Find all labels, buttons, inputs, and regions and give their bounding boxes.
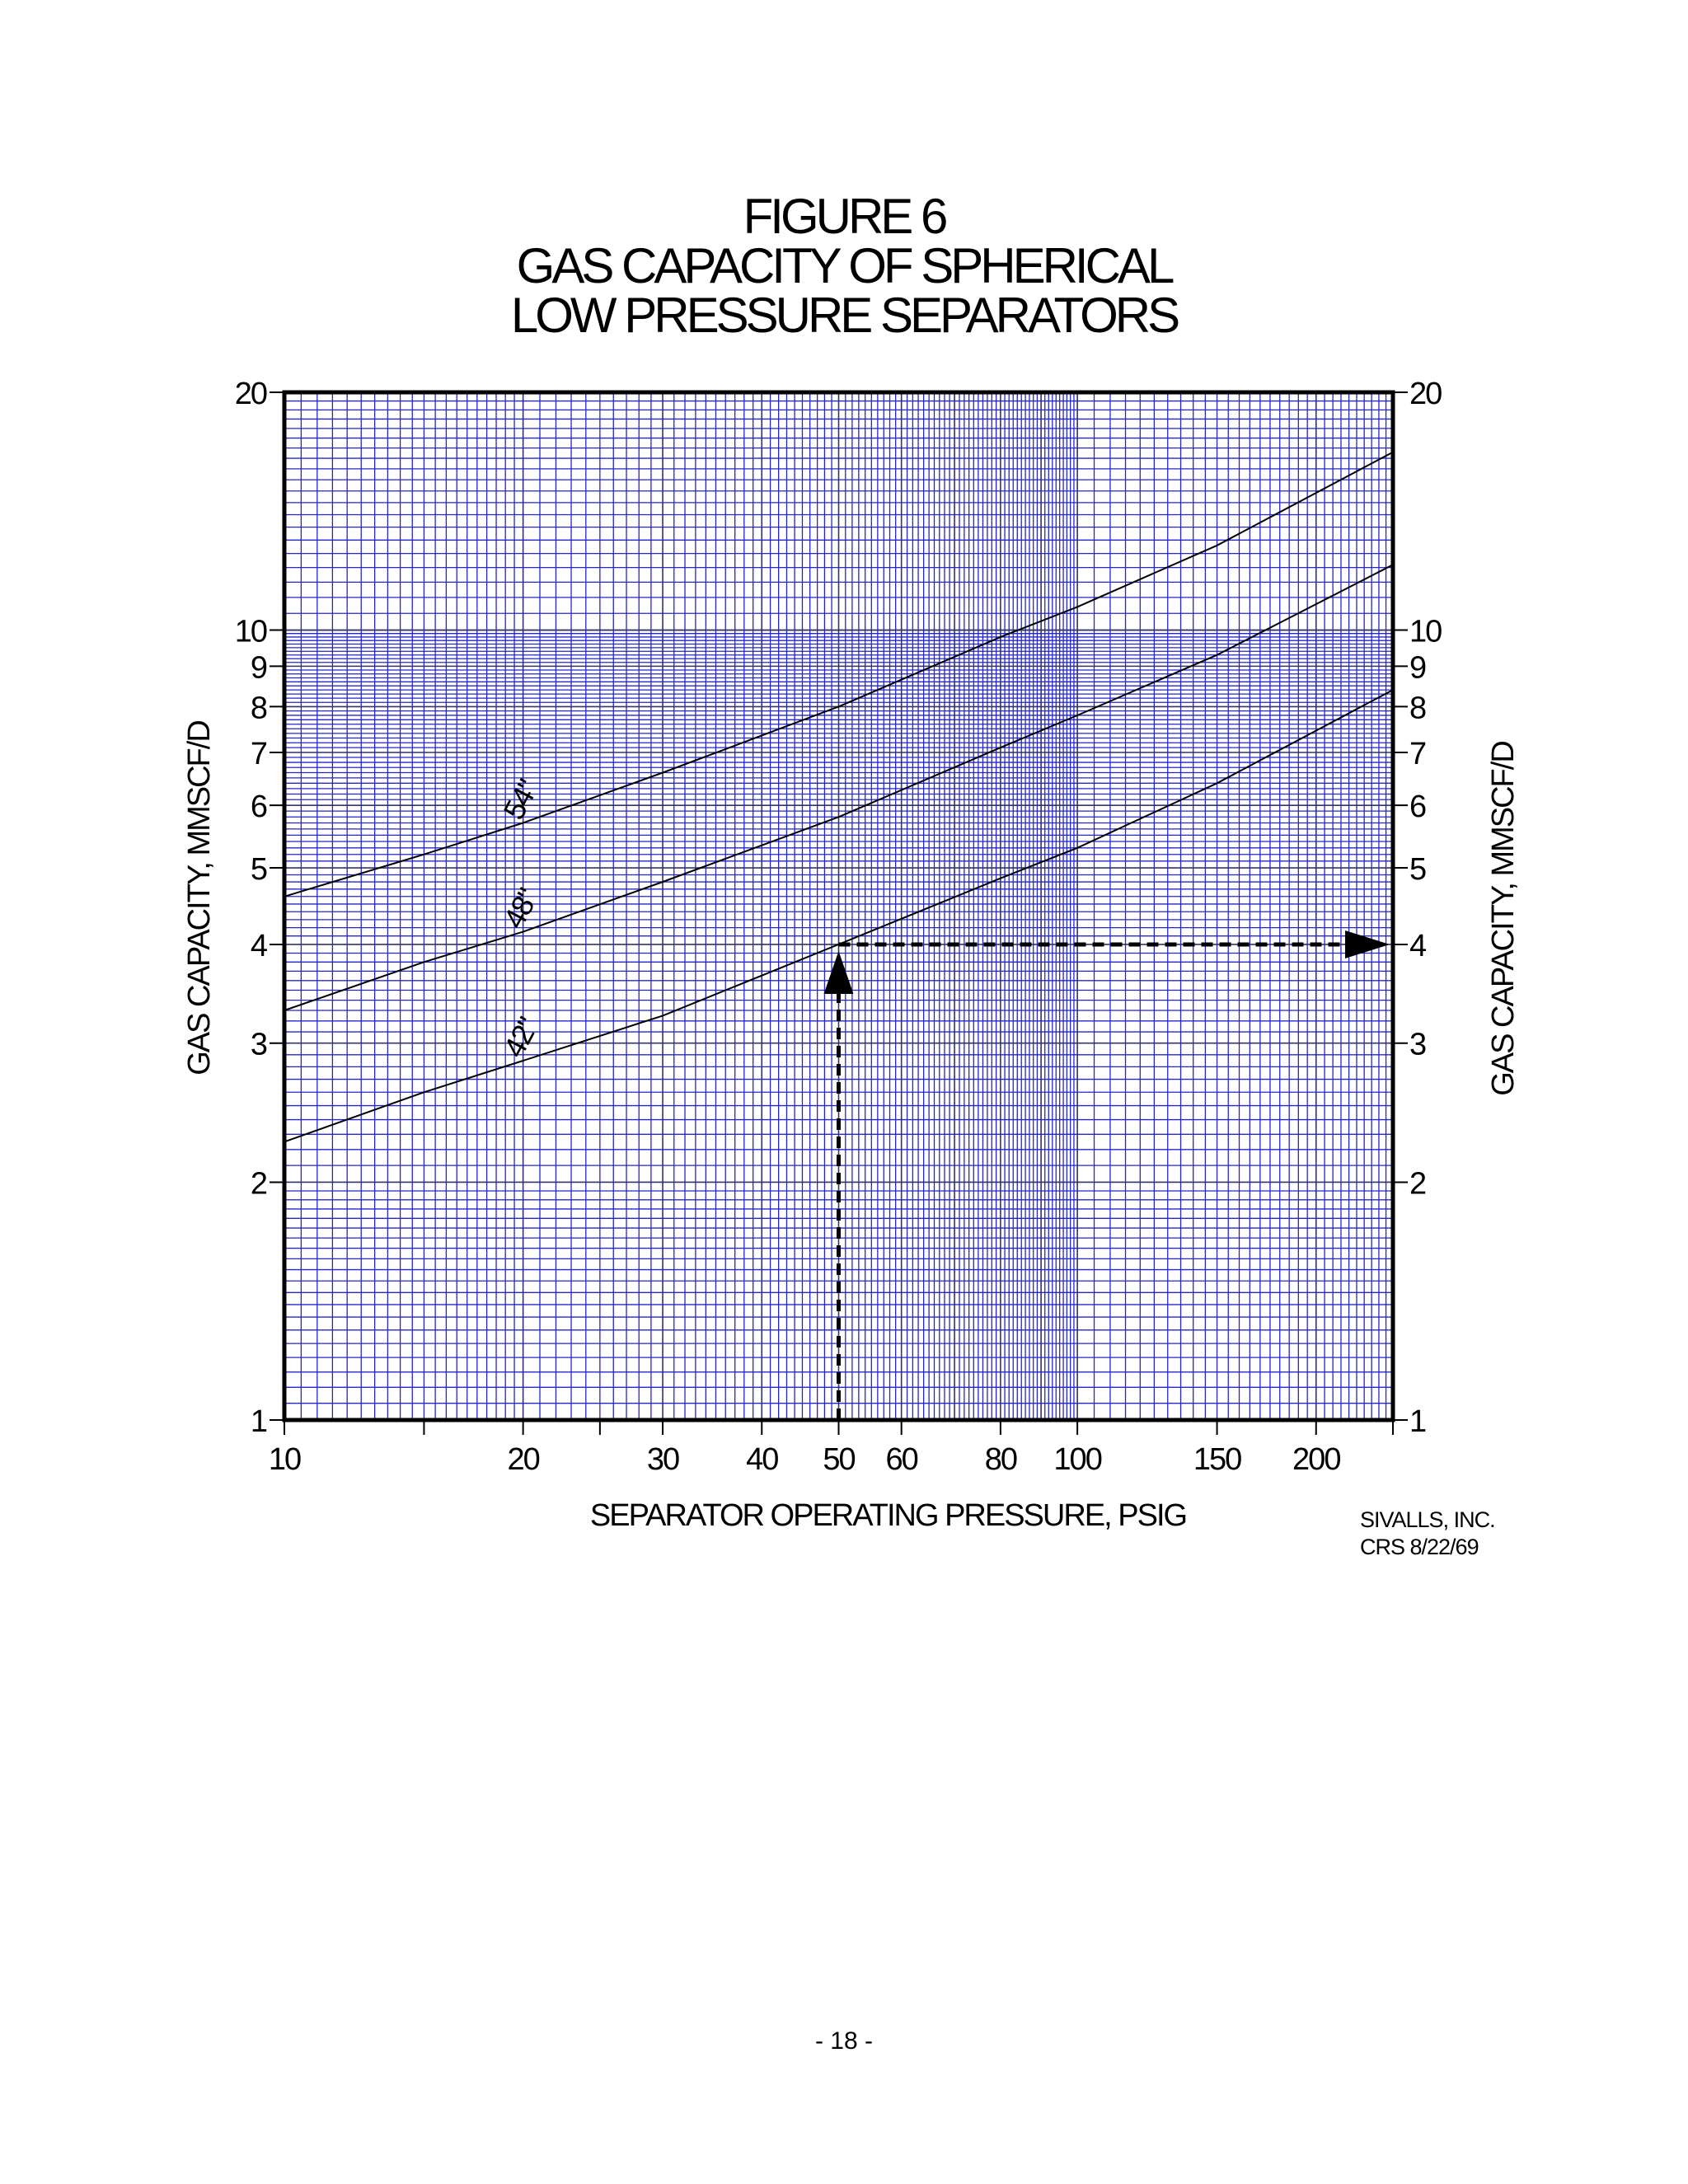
- x-tick-label: 50: [823, 1442, 855, 1477]
- y-tick-label-left: 2: [251, 1166, 267, 1201]
- y-tick-label-right: 2: [1409, 1166, 1426, 1201]
- x-tick-label: 40: [746, 1442, 778, 1477]
- y-tick-label-left: 9: [251, 650, 267, 685]
- figure-number: FIGURE 6: [743, 189, 949, 244]
- x-tick-label: 80: [985, 1442, 1017, 1477]
- x-tick-label: 20: [507, 1442, 539, 1477]
- chart-title-line-1: GAS CAPACITY OF SPHERICAL: [516, 238, 1175, 293]
- y-tick-label-right: 20: [1409, 377, 1442, 411]
- curve-48-inch: [284, 564, 1394, 1011]
- arrow-right-head: [1345, 930, 1390, 958]
- y-tick-label-right: 9: [1409, 650, 1426, 685]
- y-tick-label-left: 1: [251, 1404, 267, 1439]
- x-axis-title: SEPARATOR OPERATING PRESSURE, PSIG: [590, 1498, 1186, 1533]
- y-tick-label-left: 7: [251, 737, 267, 771]
- y-axis-title-left: GAS CAPACITY, MMSCF/D: [182, 721, 217, 1076]
- y-tick-label-right: 7: [1409, 737, 1426, 771]
- curve-54-inch: [284, 451, 1394, 898]
- x-tick-label: 60: [886, 1442, 918, 1477]
- x-tick-label: 30: [647, 1442, 679, 1477]
- y-tick-label-left: 5: [251, 852, 267, 887]
- x-tick-label: 150: [1193, 1442, 1241, 1477]
- y-tick-label-right: 6: [1409, 790, 1426, 824]
- y-tick-label-right: 5: [1409, 852, 1426, 887]
- chart-title-line-2: LOW PRESSURE SEPARATORS: [510, 288, 1180, 343]
- y-tick-label-left: 6: [251, 790, 267, 824]
- y-tick-label-right: 1: [1409, 1404, 1426, 1439]
- y-tick-label-right: 10: [1409, 615, 1442, 649]
- y-tick-label-left: 20: [235, 377, 267, 411]
- y-tick-label-left: 8: [251, 691, 267, 725]
- x-tick-label: 100: [1053, 1442, 1101, 1477]
- credit-company: SIVALLS, INC.: [1360, 1507, 1495, 1532]
- y-tick-label-left: 10: [235, 615, 267, 649]
- credit-initials-date: CRS 8/22/69: [1360, 1535, 1479, 1559]
- y-axis-title-right: GAS CAPACITY, MMSCF/D: [1486, 742, 1521, 1096]
- y-tick-label-right: 3: [1409, 1028, 1426, 1062]
- x-tick-label: 10: [269, 1442, 301, 1477]
- y-tick-label-left: 4: [251, 929, 268, 963]
- ticks: [270, 391, 1408, 1435]
- example-path: [823, 930, 1390, 1420]
- x-tick-label: 200: [1292, 1442, 1340, 1477]
- y-tick-label-right: 4: [1409, 929, 1427, 963]
- arrow-up-head: [823, 950, 854, 994]
- page-number: - 18 -: [814, 2027, 874, 2055]
- y-tick-label-right: 8: [1409, 691, 1426, 725]
- y-tick-label-left: 3: [251, 1028, 267, 1062]
